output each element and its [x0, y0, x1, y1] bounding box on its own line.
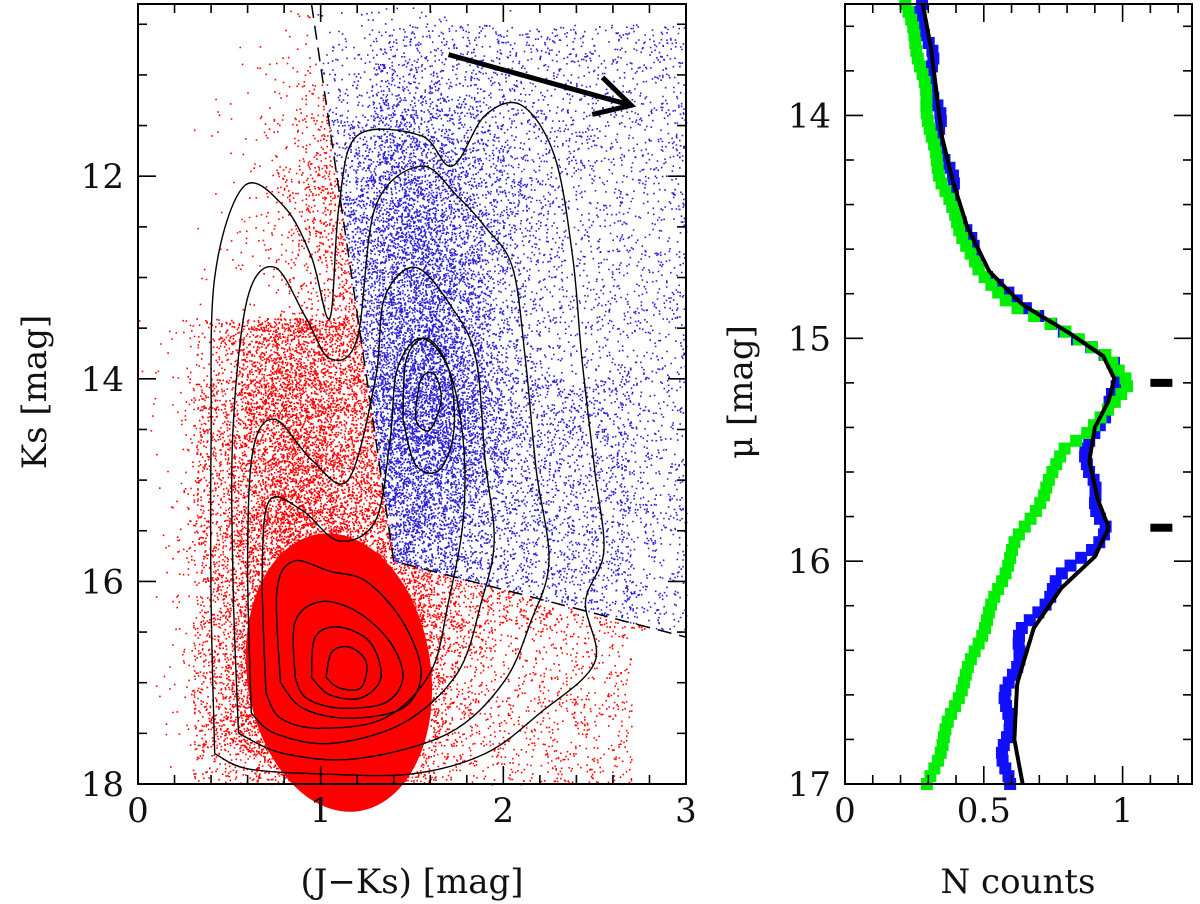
- model-fit-curve: [920, 3, 1117, 785]
- density-contour-4: [275, 559, 422, 719]
- cmd-density-contours: [209, 101, 605, 777]
- cmd-x-axis-title: (J−Ks) [mag]: [300, 862, 523, 902]
- density-contour-7: [325, 645, 368, 691]
- cmd-scatter-points: [138, 7, 688, 812]
- profile-marker: [1011, 302, 1024, 315]
- profile-y-tick-label: 14: [788, 96, 831, 136]
- cmd-x-tick-label: 0: [127, 791, 149, 831]
- profile-x-tick-label: 1: [1112, 791, 1134, 831]
- profile-marker: [914, 5, 927, 18]
- profile-marker: [902, 5, 915, 18]
- density-contour-9: [415, 371, 442, 432]
- profile-panel: 0 0.5 1 14 15 16 17 N counts μ [mag]: [721, 0, 1193, 902]
- density-contour-5: [292, 600, 404, 710]
- fit-line: [920, 3, 1117, 785]
- cmd-y-tick-label: 18: [81, 765, 124, 805]
- profile-y-axis-title: μ [mag]: [721, 325, 761, 459]
- red-dense-core: [245, 533, 433, 812]
- blue-profile-series: [913, 0, 1125, 790]
- reddening-arrow: [447, 52, 637, 117]
- cmd-y-axis-title: Ks [mag]: [15, 315, 55, 469]
- arrow-head: [591, 75, 637, 117]
- profile-x-tick-label: 0: [834, 791, 856, 831]
- peak-marker: [1150, 378, 1173, 387]
- peak-marker: [1150, 523, 1173, 532]
- cmd-y-tick-label: 12: [81, 157, 124, 197]
- profile-x-tick-label: 0.5: [957, 791, 1011, 831]
- profile-plot-frame: [844, 3, 1193, 785]
- cmd-x-tick-label: 3: [675, 791, 697, 831]
- density-contour-1: [231, 165, 550, 761]
- density-contour-2: [246, 266, 495, 745]
- cmd-x-tick-label: 2: [493, 791, 515, 831]
- profile-marker: [1018, 520, 1031, 533]
- profile-y-tick-label: 15: [788, 319, 831, 359]
- arrow-shaft: [447, 52, 632, 108]
- density-contour-8: [402, 337, 456, 474]
- profile-y-tick-label: 17: [788, 765, 831, 805]
- profile-marker: [1081, 427, 1094, 439]
- profile-marker: [1070, 434, 1083, 447]
- density-contour-3: [261, 337, 466, 730]
- peak-markers: [1150, 378, 1173, 532]
- profile-series: [899, 0, 1134, 790]
- cmd-y-tick-label: 14: [81, 360, 124, 400]
- cmd-y-tick-label: 16: [81, 562, 124, 602]
- profile-marker: [999, 294, 1012, 307]
- blue-star-points: [317, 7, 688, 634]
- dividing-line: [310, 3, 687, 638]
- cmd-x-tick-label: 1: [310, 791, 332, 831]
- profile-ticks: 0 0.5 1 14 15 16 17: [788, 4, 1192, 831]
- profile-y-tick-label: 16: [788, 542, 831, 582]
- cmd-plot-frame: [137, 3, 687, 785]
- profile-x-axis-title: N counts: [941, 862, 1096, 902]
- green-profile-series: [899, 0, 1134, 790]
- profile-marker: [1075, 551, 1088, 564]
- density-contour-0: [209, 101, 605, 777]
- density-contour-6: [310, 626, 382, 700]
